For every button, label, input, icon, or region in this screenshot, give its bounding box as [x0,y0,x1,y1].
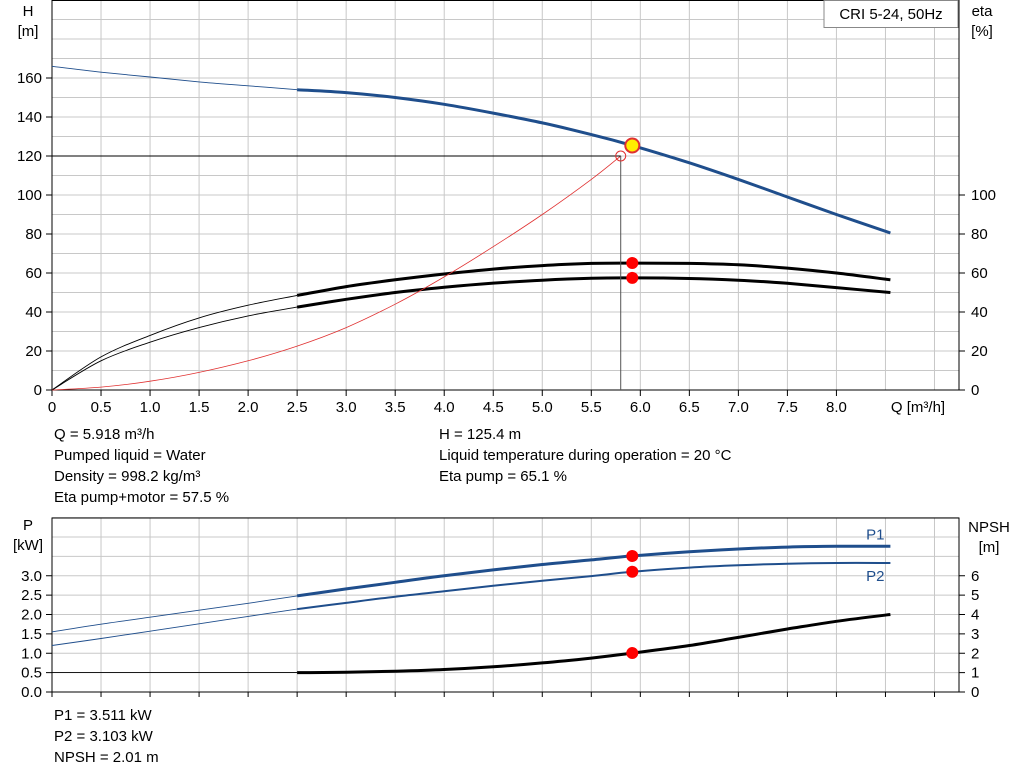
x-axis-label: Q [m³/h] [891,399,945,416]
y2-tick-label: 20 [971,343,988,360]
p1-value-text: P1 = 3.511 kW [54,707,152,724]
chart-title: CRI 5-24, 50Hz [839,6,942,23]
eta-pump-text: Eta pump = 65.1 % [439,468,567,485]
y-tick-label: 60 [25,265,42,282]
eta-pump-motor-text: Eta pump+motor = 57.5 % [54,489,230,506]
x-tick-label: 7.0 [728,399,749,416]
series-system_curve-extension [51,155,621,391]
y-tick-label: 80 [25,226,42,243]
series-H-extension [51,65,298,91]
density-text: Density = 998.2 kg/m³ [54,468,201,485]
duty-info-left: Q = 5.918 m³/h Pumped liquid = Water Den… [54,424,229,508]
x-tick-label: 3.5 [385,399,406,416]
y2-tick-label: 2 [971,645,979,662]
operating-marker-p2 [626,565,639,578]
x-tick-label: 0 [48,399,56,416]
y-tick-label: 0 [34,382,42,399]
y-tick-label: 120 [17,148,42,165]
y-tick-label: 1.5 [21,626,42,643]
x-tick-label: 7.5 [777,399,798,416]
title-box [823,0,959,28]
p2-value-text: P2 = 3.103 kW [54,728,153,745]
y2-tick-label: 6 [971,568,979,585]
series-eta_pump_motor-extension [51,306,298,391]
y-tick-label: 40 [25,304,42,321]
y-axis-label: [m] [18,23,39,40]
x-tick-label: 0.5 [91,399,112,416]
series-P2-extension [51,608,298,646]
series-eta_pump_motor-line [296,276,891,309]
series-P1-line [296,544,891,598]
npsh-value-text: NPSH = 2.01 m [54,749,159,766]
x-tick-label: 1.5 [189,399,210,416]
series-NPSH-line [297,613,891,675]
y2-tick-label: 60 [971,265,988,282]
eta-operating-marker [626,271,639,284]
series-P2-line [296,561,891,611]
y2-axis-label: [%] [971,23,993,40]
pumped-liquid-text: Pumped liquid = Water [54,447,206,464]
y-tick-label: 100 [17,187,42,204]
y-tick-label: 140 [17,109,42,126]
x-tick-label: 5.0 [532,399,553,416]
x-tick-label: 3.0 [336,399,357,416]
duty-info-right: H = 125.4 m Liquid temperature during op… [439,424,731,487]
y-tick-label: 1.0 [21,645,42,662]
legend-label-p2: P2 [866,568,884,585]
y-axis-label: [kW] [13,537,43,554]
plot-frame-power [51,517,960,693]
y-tick-label: 20 [25,343,42,360]
y2-tick-label: 100 [971,187,996,204]
x-tick-label: 6.5 [679,399,700,416]
y2-tick-label: 5 [971,587,979,604]
eta-operating-marker [626,257,639,270]
x-tick-label: 4.5 [483,399,504,416]
system-point-marker [615,150,627,162]
operating-marker-p1 [626,549,639,562]
y2-tick-label: 40 [971,304,988,321]
x-tick-label: 5.5 [581,399,602,416]
y-tick-label: 2.5 [21,587,42,604]
legend-label-p1: P1 [866,526,884,543]
y2-tick-label: 3 [971,626,979,643]
x-tick-label: 6.0 [630,399,651,416]
y2-tick-label: 1 [971,665,979,682]
x-tick-label: 2.0 [238,399,259,416]
y-axis-label: H [23,3,34,20]
y-tick-label: 0.0 [21,684,42,701]
series-eta_pump-line [296,261,891,297]
liquid-temperature-text: Liquid temperature during operation = 20… [439,447,732,464]
y-axis-label: P [23,517,33,534]
y-tick-label: 160 [17,70,42,87]
y-tick-label: 3.0 [21,568,42,585]
x-tick-label: 4.0 [434,399,455,416]
series-P1-extension [51,595,298,633]
y2-tick-label: 80 [971,226,988,243]
series-eta_pump-extension [51,294,298,391]
y2-tick-label: 0 [971,382,979,399]
y-tick-label: 2.0 [21,607,42,624]
y2-axis-label: eta [972,3,994,20]
x-tick-label: 1.0 [140,399,161,416]
operating-marker-npsh [626,647,639,660]
head-text: H = 125.4 m [439,426,522,443]
y2-tick-label: 0 [971,684,979,701]
power-info: P1 = 3.511 kW P2 = 3.103 kW NPSH = 2.01 … [54,705,159,768]
y2-axis-label: NPSH [968,519,1010,536]
y2-axis-label: [m] [979,539,1000,556]
y2-tick-label: 4 [971,607,979,624]
series-H-line [297,88,891,235]
x-tick-label: 2.5 [287,399,308,416]
y-tick-label: 0.5 [21,665,42,682]
x-tick-label: 8.0 [826,399,847,416]
flow-rate-text: Q = 5.918 m³/h [54,426,155,443]
operating-point-marker [624,137,641,154]
